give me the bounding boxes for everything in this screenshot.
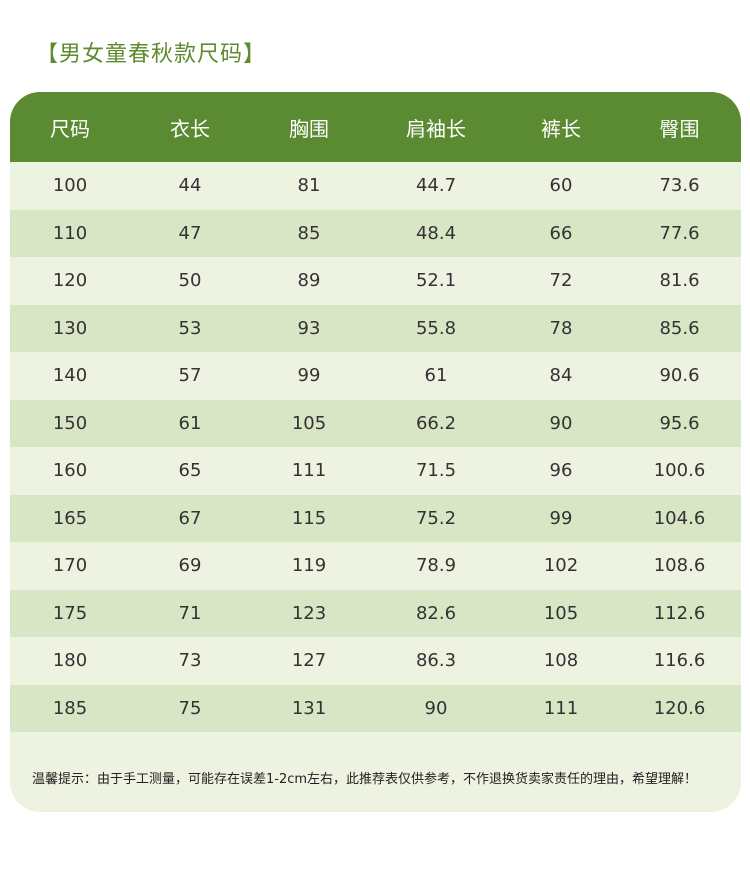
table-row: 175 71 123 82.6 105 112.6	[10, 589, 741, 637]
cell-size: 130	[52, 317, 88, 339]
table-row: 120 50 89 52.1 72 81.6	[10, 257, 741, 305]
cell-length: 44	[178, 175, 202, 197]
cell-chest: 111	[291, 460, 327, 482]
cell-shoulder-sleeve: 82.6	[415, 602, 457, 624]
cell-shoulder-sleeve: 90	[424, 697, 448, 719]
cell-chest: 81	[297, 175, 321, 197]
table-row: 140 57 99 61 84 90.6	[10, 352, 741, 400]
cell-length: 53	[178, 317, 202, 339]
cell-chest: 119	[291, 555, 327, 577]
cell-chest: 115	[291, 507, 327, 529]
cell-size: 100	[52, 175, 88, 197]
cell-length: 73	[178, 650, 202, 672]
table-body: 100 44 81 44.7 60 73.6 110 47 85 48.4 66 77.6 120 50 8…	[10, 162, 741, 732]
table-row: 180 73 127 86.3 108 116.6	[10, 637, 741, 685]
cell-shoulder-sleeve: 71.5	[415, 460, 457, 482]
cell-shoulder-sleeve: 61	[424, 365, 448, 387]
cell-size: 160	[52, 460, 88, 482]
header-hip: 臀围	[659, 116, 700, 141]
cell-shoulder-sleeve: 55.8	[415, 317, 457, 339]
cell-shoulder-sleeve: 66.2	[415, 412, 457, 434]
cell-pants-length: 90	[549, 412, 573, 434]
table-row: 150 61 105 66.2 90 95.6	[10, 399, 741, 447]
cell-pants-length: 66	[549, 222, 573, 244]
cell-chest: 131	[291, 697, 327, 719]
cell-shoulder-sleeve: 48.4	[415, 222, 457, 244]
cell-length: 50	[178, 270, 202, 292]
table-header: 尺码 衣长 胸围 肩袖长 裤长 臀围	[10, 92, 741, 162]
header-size: 尺码	[50, 116, 90, 141]
cell-pants-length: 108	[543, 650, 579, 672]
table-row: 185 75 131 90 111 120.6	[10, 684, 741, 732]
cell-chest: 99	[297, 365, 321, 387]
cell-pants-length: 96	[549, 460, 573, 482]
header-pants-length: 裤长	[541, 116, 581, 141]
cell-hip: 81.6	[659, 270, 700, 292]
cell-pants-length: 111	[543, 697, 579, 719]
cell-hip: 85.6	[659, 317, 700, 339]
cell-length: 47	[178, 222, 202, 244]
table-row: 160 65 111 71.5 96 100.6	[10, 447, 741, 495]
cell-chest: 93	[297, 317, 321, 339]
cell-hip: 90.6	[659, 365, 700, 387]
cell-shoulder-sleeve: 86.3	[415, 650, 457, 672]
table-row: 100 44 81 44.7 60 73.6	[10, 162, 741, 210]
cell-size: 165	[52, 507, 88, 529]
cell-size: 180	[52, 650, 88, 672]
cell-chest: 89	[297, 270, 321, 292]
cell-chest: 123	[291, 602, 327, 624]
cell-pants-length: 72	[549, 270, 573, 292]
cell-shoulder-sleeve: 52.1	[415, 270, 457, 292]
table-row: 170 69 119 78.9 102 108.6	[10, 542, 741, 590]
cell-shoulder-sleeve: 75.2	[415, 507, 457, 529]
cell-hip: 108.6	[653, 555, 706, 577]
header-length: 衣长	[170, 116, 210, 141]
cell-hip: 77.6	[659, 222, 700, 244]
cell-chest: 105	[291, 412, 327, 434]
cell-size: 110	[52, 222, 88, 244]
cell-size: 150	[52, 412, 88, 434]
cell-hip: 95.6	[659, 412, 700, 434]
table-row: 165 67 115 75.2 99 104.6	[10, 494, 741, 542]
cell-hip: 73.6	[659, 175, 700, 197]
cell-hip: 100.6	[653, 460, 706, 482]
size-chart-table: 尺码 衣长 胸围 肩袖长 裤长 臀围 100 44 81 44.7 60 73.6 110 4…	[10, 92, 741, 812]
cell-pants-length: 60	[549, 175, 573, 197]
header-shoulder-sleeve: 肩袖长	[406, 116, 466, 141]
cell-pants-length: 102	[543, 555, 579, 577]
cell-length: 61	[178, 412, 202, 434]
cell-hip: 112.6	[653, 602, 706, 624]
cell-pants-length: 78	[549, 317, 573, 339]
header-chest: 胸围	[289, 116, 329, 141]
cell-size: 170	[52, 555, 88, 577]
cell-shoulder-sleeve: 44.7	[415, 175, 457, 197]
cell-pants-length: 105	[543, 602, 579, 624]
cell-length: 69	[178, 555, 202, 577]
cell-size: 140	[52, 365, 88, 387]
cell-length: 65	[178, 460, 202, 482]
page-title: 【男女童春秋款尺码】	[36, 42, 267, 67]
cell-shoulder-sleeve: 78.9	[415, 555, 457, 577]
cell-hip: 116.6	[653, 650, 706, 672]
cell-hip: 104.6	[653, 507, 706, 529]
cell-pants-length: 99	[549, 507, 573, 529]
cell-pants-length: 84	[549, 365, 573, 387]
cell-length: 71	[178, 602, 202, 624]
tip-note: 温馨提示：由于手工测量，可能存在误差1-2cm左右，此推荐表仅供参考，不作退换货…	[32, 772, 698, 787]
table-row: 130 53 93 55.8 78 85.6	[10, 304, 741, 352]
cell-length: 57	[178, 365, 202, 387]
cell-size: 175	[52, 602, 88, 624]
cell-chest: 85	[297, 222, 321, 244]
cell-hip: 120.6	[653, 697, 706, 719]
cell-length: 67	[178, 507, 202, 529]
table-row: 110 47 85 48.4 66 77.6	[10, 209, 741, 257]
cell-size: 185	[52, 697, 88, 719]
cell-chest: 127	[291, 650, 327, 672]
cell-length: 75	[178, 697, 202, 719]
cell-size: 120	[52, 270, 88, 292]
